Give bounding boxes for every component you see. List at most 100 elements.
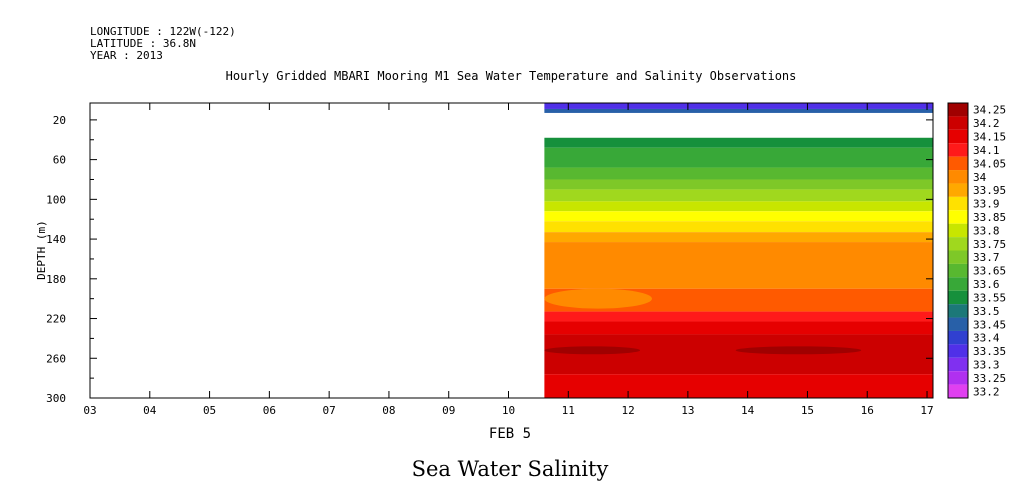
colorbar-label: 33.45 [973, 318, 1006, 331]
x-tick-label: 07 [323, 404, 336, 417]
colorbar-label: 34.1 [973, 144, 1000, 157]
y-tick-label: 220 [46, 313, 66, 326]
colorbar-label: 33.35 [973, 345, 1006, 358]
colorbar: 34.2534.234.1534.134.053433.9533.933.853… [947, 102, 1006, 399]
colorbar-label: 33.9 [973, 198, 1000, 211]
salinity-patch-0 [544, 346, 641, 355]
colorbar-swatch [948, 143, 968, 157]
y-axis-label: DEPTH (m) [35, 220, 48, 280]
longitude-label: LONGITUDE : 122W(-122) [90, 25, 236, 38]
salinity-band-8 [544, 211, 933, 222]
colorbar-label: 33.8 [973, 224, 1000, 237]
plot-title: Hourly Gridded MBARI Mooring M1 Sea Wate… [226, 69, 797, 83]
colorbar-swatch [948, 103, 968, 117]
colorbar-swatch [948, 210, 968, 224]
salinity-band-7 [544, 201, 933, 212]
x-tick-label: 15 [801, 404, 814, 417]
colorbar-label: 33.7 [973, 251, 1000, 264]
colorbar-swatch [948, 330, 968, 345]
x-tick-label: 13 [681, 404, 694, 417]
colorbar-swatch [948, 237, 968, 251]
y-tick-label: 140 [46, 233, 66, 246]
colorbar-label: 33.5 [973, 305, 1000, 318]
x-tick-label: 16 [861, 404, 874, 417]
colorbar-label: 34.2 [973, 117, 1000, 130]
colorbar-label: 33.85 [973, 211, 1006, 224]
x-tick-label: 05 [203, 404, 216, 417]
salinity-band-6 [544, 189, 933, 202]
salinity-band-10 [544, 232, 933, 243]
x-tick-label: 08 [382, 404, 395, 417]
salinity-band-11 [544, 242, 933, 289]
colorbar-label: 33.65 [973, 265, 1006, 278]
y-tick-label: 100 [46, 193, 66, 206]
x-tick-label: 12 [621, 404, 634, 417]
colorbar-label: 33.55 [973, 291, 1006, 304]
colorbar-swatch [948, 277, 968, 291]
colorbar-label: 33.25 [973, 372, 1006, 385]
y-tick-label: 60 [53, 154, 66, 167]
colorbar-label: 33.75 [973, 238, 1006, 251]
colorbar-swatch [948, 116, 968, 130]
colorbar-label: 33.3 [973, 358, 1000, 371]
colorbar-frame [947, 102, 969, 399]
salinity-band-5 [544, 179, 933, 190]
colorbar-swatch [948, 129, 968, 144]
y-tick-label: 260 [46, 352, 66, 365]
salinity-band-4 [544, 167, 933, 180]
year-label: YEAR : 2013 [90, 49, 163, 62]
colorbar-label: 34.15 [973, 131, 1006, 144]
salinity-band-1 [544, 108, 933, 113]
salinity-band-2 [544, 137, 933, 148]
colorbar-label: 33.4 [973, 332, 1000, 345]
plot-frame [89, 102, 934, 399]
salinity-band-13 [544, 311, 933, 322]
x-axis-label: FEB 5 [489, 426, 531, 442]
colorbar-swatch [948, 156, 968, 171]
colorbar-swatch [948, 344, 968, 358]
salinity-band-3 [544, 147, 933, 168]
colorbar-swatch [948, 384, 968, 398]
x-tick-label: 03 [83, 404, 96, 417]
heatmap-fill [544, 103, 933, 398]
y-axis: 20 60 100 140 180 220 260 300 [46, 114, 933, 405]
colorbar-swatch [948, 317, 968, 331]
colorbar-swatch [948, 304, 968, 318]
y-tick-label: 20 [53, 114, 66, 127]
colorbar-swatch [948, 263, 968, 278]
salinity-band-16 [544, 374, 933, 398]
x-tick-label: 06 [263, 404, 276, 417]
salinity-band-9 [544, 221, 933, 233]
latitude-label: LATITUDE : 36.8N [90, 37, 196, 50]
colorbar-label: 34.25 [973, 104, 1006, 117]
salinity-band-14 [544, 321, 933, 335]
colorbar-swatch [948, 183, 968, 197]
salinity-band-0 [544, 103, 933, 109]
colorbar-label: 33.6 [973, 278, 1000, 291]
colorbar-swatch [948, 223, 968, 238]
colorbar-label: 33.95 [973, 184, 1006, 197]
chart-subtitle: Sea Water Salinity [412, 457, 609, 481]
colorbar-swatch [948, 371, 968, 385]
colorbar-label: 33.2 [973, 385, 1000, 398]
x-tick-label: 11 [562, 404, 575, 417]
salinity-patch-1 [735, 346, 862, 355]
colorbar-swatch [948, 196, 968, 211]
x-axis: 03 04 05 06 07 08 09 10 11 12 13 14 15 16 17 [83, 103, 934, 417]
x-tick-label: 17 [920, 404, 933, 417]
colorbar-label: 34.05 [973, 157, 1006, 170]
colorbar-swatch [948, 357, 968, 372]
colorbar-label: 34 [973, 171, 987, 184]
x-tick-label: 09 [442, 404, 455, 417]
salinity-band-15 [544, 334, 933, 375]
salinity-patch-2 [544, 288, 652, 309]
y-tick-label: 180 [46, 273, 66, 286]
x-tick-label: 14 [741, 404, 755, 417]
colorbar-swatch [948, 170, 968, 184]
x-tick-label: 04 [143, 404, 157, 417]
x-tick-label: 10 [502, 404, 515, 417]
colorbar-swatch [948, 290, 968, 305]
colorbar-swatch [948, 250, 968, 264]
y-tick-label: 300 [46, 392, 66, 405]
